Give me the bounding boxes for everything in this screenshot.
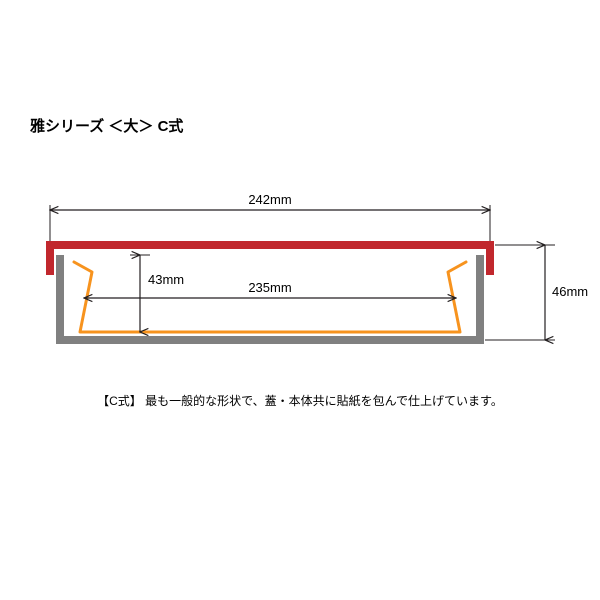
label-body-width: 235mm <box>240 280 300 295</box>
lid-shape <box>50 245 490 275</box>
diagram-title: 雅シリーズ ＜大＞ C式 <box>30 115 183 136</box>
label-lid-width: 242mm <box>240 192 300 207</box>
cross-section-diagram <box>0 180 600 410</box>
insert-shape <box>74 262 466 332</box>
label-inner-height: 43mm <box>148 272 198 287</box>
diagram-caption: 【C式】 最も一般的な形状で、蓋・本体共に貼紙を包んで仕上げています。 <box>0 392 600 409</box>
label-outer-height: 46mm <box>552 284 600 299</box>
